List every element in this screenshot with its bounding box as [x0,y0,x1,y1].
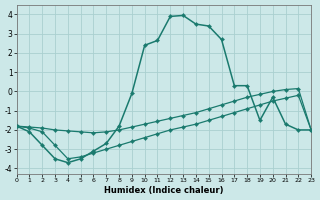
X-axis label: Humidex (Indice chaleur): Humidex (Indice chaleur) [104,186,224,195]
